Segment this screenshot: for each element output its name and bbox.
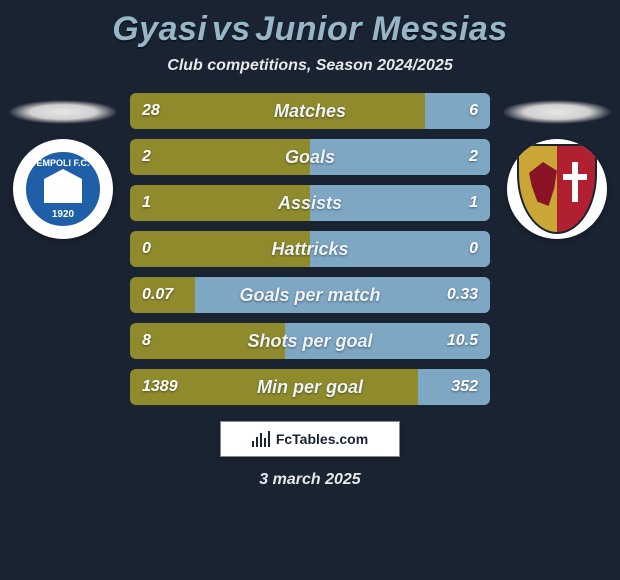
empoli-crest-text: EMPOLI F.C. xyxy=(36,158,89,168)
stat-bar: 0 0 Hattricks xyxy=(130,231,490,267)
player-right-silhouette xyxy=(502,99,612,125)
stat-value-right: 1 xyxy=(469,194,478,212)
title-row: Gyasi vs Junior Messias xyxy=(0,0,620,57)
stat-value-left: 2 xyxy=(142,148,151,166)
fctables-brand-text: FcTables.com xyxy=(276,431,368,447)
stat-value-left: 1 xyxy=(142,194,151,212)
stat-value-right: 6 xyxy=(469,102,478,120)
stat-value-right: 2 xyxy=(469,148,478,166)
genoa-cross-icon xyxy=(563,162,587,202)
stat-value-right: 10.5 xyxy=(447,332,478,350)
stat-bar-right-fill xyxy=(425,93,490,129)
date-footer: 3 march 2025 xyxy=(0,471,620,489)
empoli-crest-building-icon xyxy=(44,179,82,203)
stat-bar: 0.07 0.33 Goals per match xyxy=(130,277,490,313)
player-right-column xyxy=(498,93,616,239)
stat-bar: 28 6 Matches xyxy=(130,93,490,129)
title-player1: Gyasi xyxy=(112,10,207,48)
stat-label: Matches xyxy=(274,101,346,122)
subtitle: Club competitions, Season 2024/2025 xyxy=(0,57,620,75)
stat-bar: 2 2 Goals xyxy=(130,139,490,175)
stat-bar: 8 10.5 Shots per goal xyxy=(130,323,490,359)
stat-value-left: 0 xyxy=(142,240,151,258)
stat-label: Goals per match xyxy=(239,285,380,306)
club-badge-right xyxy=(507,139,607,239)
stat-value-left: 28 xyxy=(142,102,160,120)
stat-label: Hattricks xyxy=(271,239,348,260)
stat-bar: 1389 352 Min per goal xyxy=(130,369,490,405)
fctables-logo-icon xyxy=(252,431,270,447)
comparison-content: EMPOLI F.C. 1920 28 6 Matches 2 2 Goals 1 1 Assi… xyxy=(0,93,620,405)
player-left-column: EMPOLI F.C. 1920 xyxy=(4,93,122,239)
stat-bar-left-fill xyxy=(130,139,310,175)
stat-label: Assists xyxy=(278,193,342,214)
stat-label: Min per goal xyxy=(257,377,363,398)
stat-value-left: 1389 xyxy=(142,378,178,396)
stat-bar-right-fill xyxy=(310,139,490,175)
empoli-crest-year: 1920 xyxy=(52,209,74,220)
title-player2: Junior Messias xyxy=(255,10,508,48)
stat-value-left: 0.07 xyxy=(142,286,173,304)
stats-column: 28 6 Matches 2 2 Goals 1 1 Assists 0 0 Hattricks 0.0… xyxy=(130,93,490,405)
stat-value-right: 0 xyxy=(469,240,478,258)
fctables-badge[interactable]: FcTables.com xyxy=(220,421,400,457)
stat-label: Goals xyxy=(285,147,335,168)
player-left-silhouette xyxy=(8,99,118,125)
genoa-crest-icon xyxy=(517,144,597,234)
stat-value-left: 8 xyxy=(142,332,151,350)
stat-label: Shots per goal xyxy=(247,331,372,352)
title-vs: vs xyxy=(212,10,251,48)
club-badge-left: EMPOLI F.C. 1920 xyxy=(13,139,113,239)
empoli-crest-icon: EMPOLI F.C. 1920 xyxy=(23,149,103,229)
stat-bar: 1 1 Assists xyxy=(130,185,490,221)
stat-value-right: 352 xyxy=(451,378,478,396)
stat-value-right: 0.33 xyxy=(447,286,478,304)
